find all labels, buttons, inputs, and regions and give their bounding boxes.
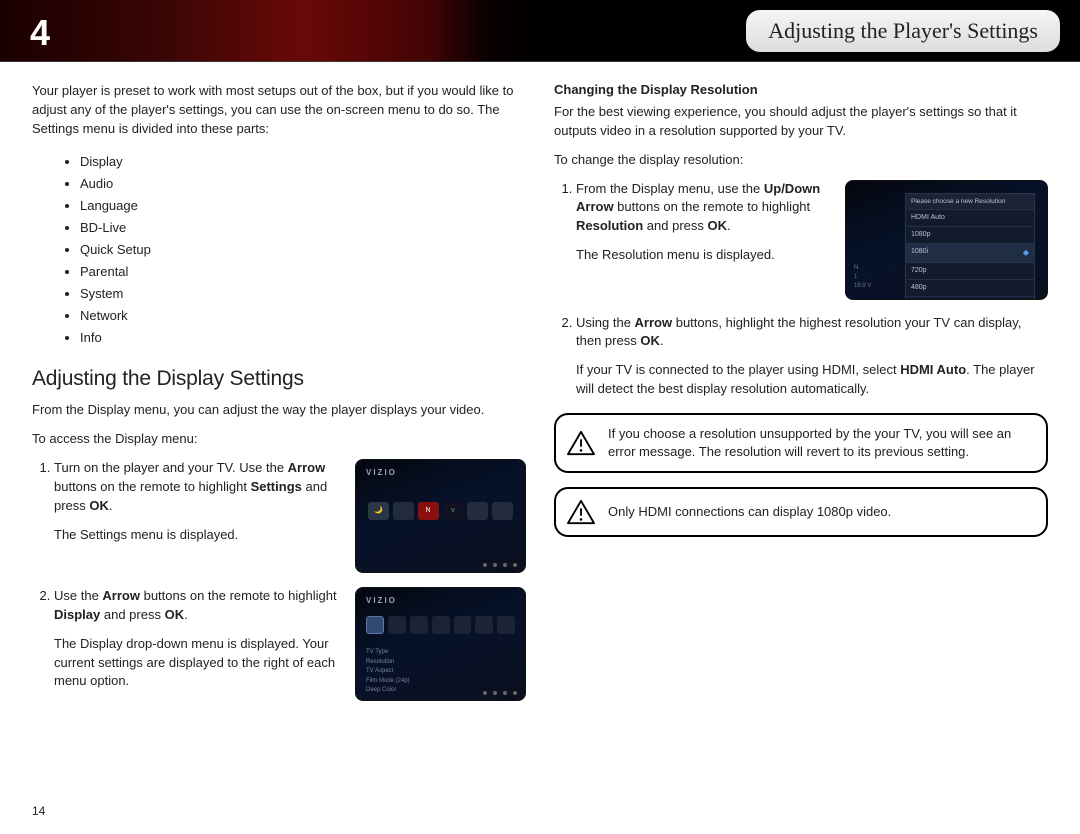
screenshot-tab-icon (475, 616, 493, 634)
step-text: Use the (54, 588, 102, 603)
screenshot-left-labels: N 1 16:9 V (854, 264, 871, 291)
list-item: Quick Setup (80, 239, 526, 261)
resolution-panel-header: Please choose a new Resolution (906, 194, 1034, 209)
bold-text: OK (89, 498, 109, 513)
resolution-menu-screenshot: N 1 16:9 V Please choose a new Resolutio… (845, 180, 1048, 300)
step-item: Turn on the player and your TV. Use the … (54, 459, 526, 573)
step-text: . (109, 498, 113, 513)
resolution-option: HDMI Auto (906, 209, 1034, 226)
sub-heading: Changing the Display Resolution (554, 82, 1048, 97)
bold-text: Arrow (635, 315, 673, 330)
section-heading: Adjusting the Display Settings (32, 367, 526, 391)
step-subtext: If your TV is connected to the player us… (576, 361, 1048, 399)
step-item: Use the Arrow buttons on the remote to h… (54, 587, 526, 701)
bold-text: Display (54, 607, 100, 622)
resolution-steps: From the Display menu, use the Up/Down A… (554, 180, 1048, 399)
screenshot-icon-row: 🌙 N v (368, 502, 513, 520)
warning-note: If you choose a resolution unsupported b… (554, 413, 1048, 473)
list-item: Network (80, 305, 526, 327)
step-text: buttons on the remote to highlight (54, 479, 251, 494)
step-item: From the Display menu, use the Up/Down A… (576, 180, 1048, 300)
step-text: and press (643, 218, 707, 233)
bold-text: OK (640, 333, 660, 348)
step-text: Turn on the player and your TV. Use the (54, 460, 288, 475)
resolution-option: 480i (906, 296, 1034, 299)
screenshot-app-icon: v (443, 502, 464, 520)
screenshot-tab-row (366, 616, 515, 634)
intro-paragraph: Your player is preset to work with most … (32, 82, 526, 139)
step-text: and press (100, 607, 164, 622)
section-intro: From the Display menu, you can adjust th… (32, 401, 526, 420)
screenshot-brand: VIZIO (366, 467, 397, 479)
screenshot-footer (483, 563, 517, 567)
step-item: Using the Arrow buttons, highlight the h… (576, 314, 1048, 399)
screenshot-settings-list: TV Type Resolution TV Aspect Film Mode (… (366, 648, 410, 696)
screenshot-app-icon (467, 502, 488, 520)
screenshot-app-icon (492, 502, 513, 520)
screenshot-tab-icon (388, 616, 406, 634)
left-column: Your player is preset to work with most … (32, 82, 526, 715)
page-number: 14 (32, 804, 45, 818)
list-item: Audio (80, 173, 526, 195)
screenshot-footer (483, 691, 517, 695)
list-item: Language (80, 195, 526, 217)
screenshot-app-icon: N (418, 502, 439, 520)
step-text: . (660, 333, 664, 348)
chapter-title: Adjusting the Player's Settings (744, 8, 1062, 54)
step-subtext: The Settings menu is displayed. (54, 526, 341, 545)
step-text: . (727, 218, 731, 233)
bold-text: Resolution (576, 218, 643, 233)
warning-icon (566, 499, 596, 525)
resolution-option: 1080p (906, 226, 1034, 243)
access-label: To access the Display menu: (32, 430, 526, 449)
screenshot-tab-icon (432, 616, 450, 634)
note-text: Only HDMI connections can display 1080p … (608, 503, 891, 521)
chapter-number: 4 (30, 12, 50, 54)
step-text: . (184, 607, 188, 622)
bold-text: Arrow (288, 460, 326, 475)
settings-menu-screenshot: VIZIO 🌙 N v (355, 459, 526, 573)
step-subtext: The Resolution menu is displayed. (576, 246, 831, 265)
warning-icon (566, 430, 596, 456)
list-item: BD-Live (80, 217, 526, 239)
resolution-option: 1080i◆ (906, 243, 1034, 262)
right-column: Changing the Display Resolution For the … (554, 82, 1048, 715)
settings-menu-list: Display Audio Language BD-Live Quick Set… (32, 151, 526, 350)
step-subtext: The Display drop-down menu is displayed.… (54, 635, 341, 692)
bold-text: Arrow (102, 588, 140, 603)
display-steps: Turn on the player and your TV. Use the … (32, 459, 526, 701)
diamond-icon: ◆ (1023, 247, 1029, 259)
resolution-panel: Please choose a new Resolution HDMI Auto… (905, 193, 1035, 300)
list-item: Info (80, 327, 526, 349)
note-text: If you choose a resolution unsupported b… (608, 425, 1032, 461)
content-area: Your player is preset to work with most … (0, 62, 1080, 715)
step-text: Using the (576, 315, 635, 330)
bold-text: OK (165, 607, 185, 622)
screenshot-tab-icon (410, 616, 428, 634)
screenshot-brand: VIZIO (366, 595, 397, 607)
step-text: From the Display menu, use the (576, 181, 764, 196)
screenshot-tab-icon (454, 616, 472, 634)
display-menu-screenshot: VIZIO TV Type Resolution (355, 587, 526, 701)
screenshot-tab-icon (366, 616, 384, 634)
body-text: For the best viewing experience, you sho… (554, 103, 1048, 141)
chapter-header: 4 Adjusting the Player's Settings (0, 0, 1080, 62)
screenshot-app-icon (393, 502, 414, 520)
bold-text: OK (708, 218, 728, 233)
screenshot-app-icon: 🌙 (368, 502, 389, 520)
list-item: System (80, 283, 526, 305)
list-item: Display (80, 151, 526, 173)
list-item: Parental (80, 261, 526, 283)
warning-note: Only HDMI connections can display 1080p … (554, 487, 1048, 537)
screenshot-tab-icon (497, 616, 515, 634)
resolution-option: 480p (906, 279, 1034, 296)
step-text: buttons on the remote to highlight (614, 199, 811, 214)
change-label: To change the display resolution: (554, 151, 1048, 170)
resolution-option: 720p (906, 262, 1034, 279)
bold-text: Settings (251, 479, 302, 494)
step-text: buttons on the remote to highlight (140, 588, 337, 603)
